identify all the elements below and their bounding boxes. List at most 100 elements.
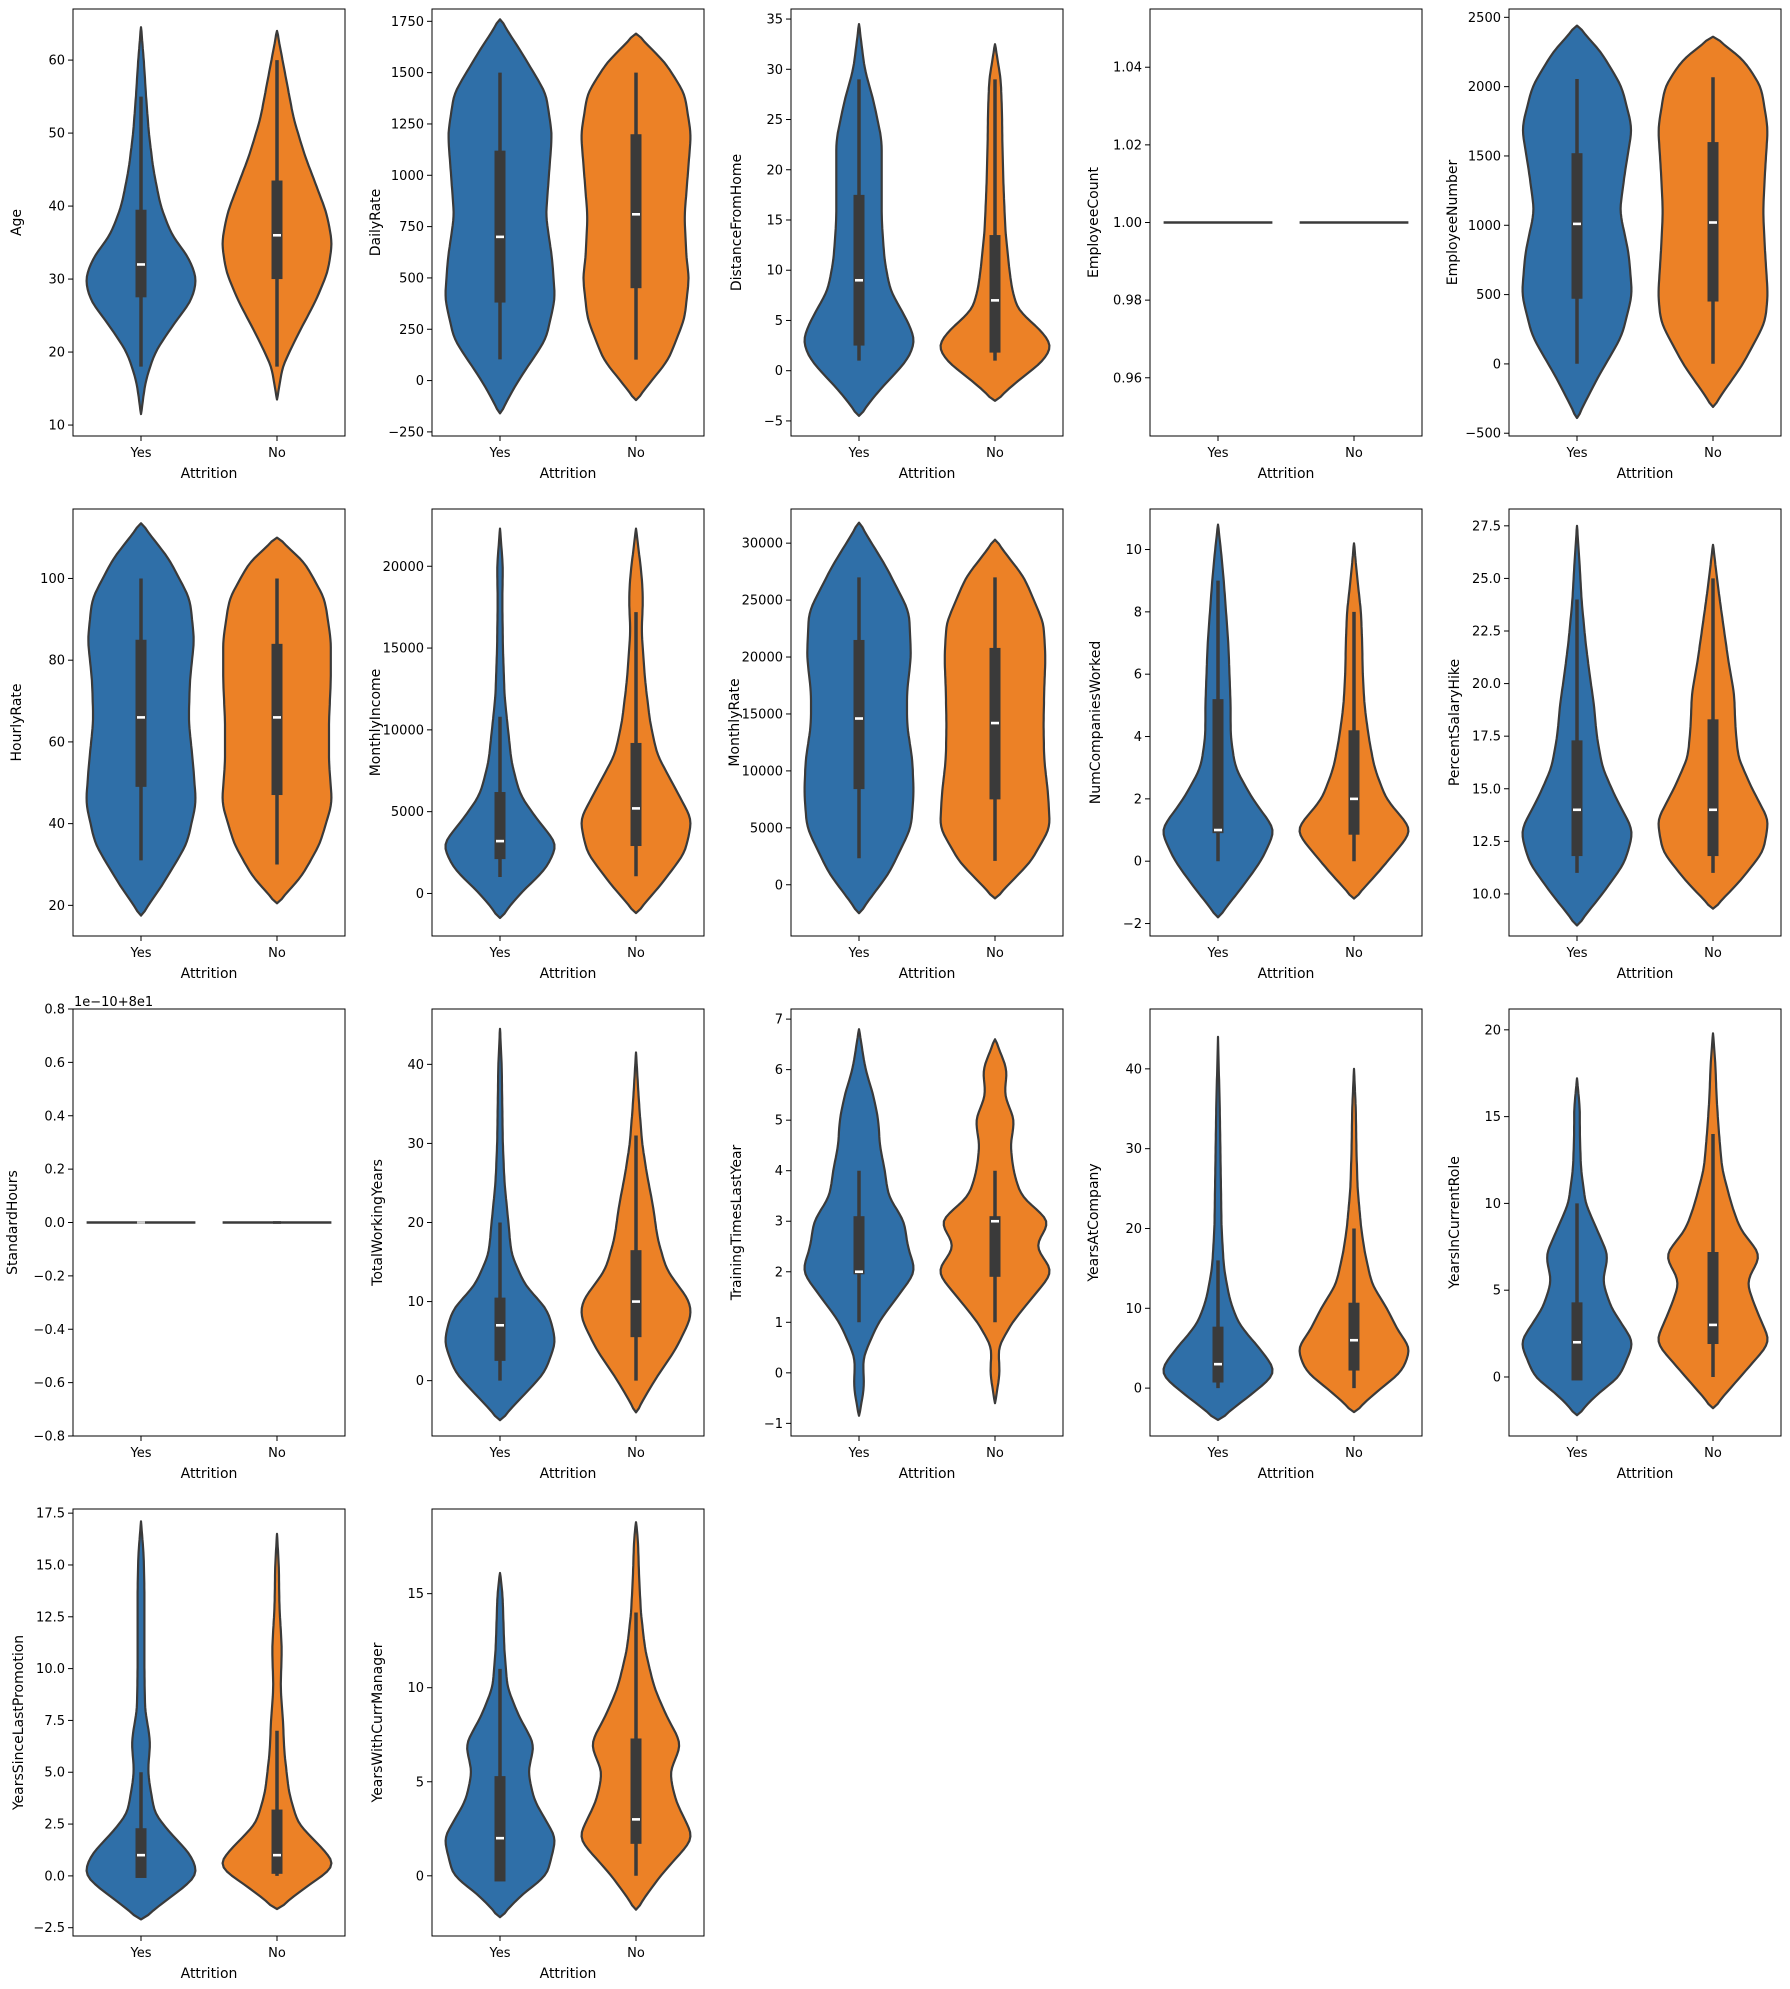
y-tick-label: 10 bbox=[1125, 1302, 1142, 1317]
iqr-box-Yes bbox=[853, 639, 865, 790]
subplot-MonthlyRate: 0 5000 10000 15000 20000 25000 30000 Yes No Attri… bbox=[727, 508, 1064, 982]
y-offset-label: 1e−10+8e1 bbox=[74, 995, 153, 1010]
y-tick-label: 2 bbox=[775, 1265, 783, 1280]
x-axis-label: Attrition bbox=[1617, 1466, 1674, 1482]
iqr-box-No bbox=[630, 742, 642, 847]
y-tick-label: −0.8 bbox=[33, 1430, 65, 1445]
axes-frame-NumCompaniesWorked bbox=[1149, 508, 1423, 937]
y-tick-label: 6 bbox=[775, 1063, 783, 1078]
y-tick-label: 1.04 bbox=[1113, 61, 1142, 76]
y-tick-label: 10000 bbox=[383, 723, 424, 738]
y-tick-label: 1500 bbox=[391, 66, 424, 81]
x-tick-label: Yes bbox=[1207, 446, 1229, 461]
y-tick-label: 60 bbox=[48, 735, 65, 750]
x-axis-label: Attrition bbox=[181, 1966, 238, 1982]
axes-frame-MonthlyRate bbox=[790, 508, 1064, 937]
y-tick-label: 12.5 bbox=[36, 1610, 65, 1625]
violin-MonthlyRate-Yes bbox=[803, 521, 915, 915]
x-tick-label: Yes bbox=[1207, 1446, 1229, 1461]
y-tick-label: 30 bbox=[407, 1137, 424, 1152]
y-tick-label: 100 bbox=[40, 572, 65, 587]
x-tick-label: No bbox=[627, 946, 645, 961]
y-tick-label: 1 bbox=[775, 1316, 783, 1331]
y-tick-label: −0.2 bbox=[33, 1269, 65, 1284]
iqr-box-No bbox=[630, 1738, 642, 1844]
y-tick-label: −250 bbox=[388, 425, 424, 440]
x-tick-label: Yes bbox=[1566, 1446, 1588, 1461]
subplot-TrainingTimesLastYear: −1 0 1 2 3 4 5 6 7 Yes No Attrition TrainingTimesLas… bbox=[729, 1008, 1064, 1482]
y-tick-label: −2.5 bbox=[33, 1921, 65, 1936]
x-tick-label: No bbox=[268, 946, 286, 961]
subplot-YearsSinceLastPromotion: −2.5 0.0 2.5 5.0 7.5 10.0 12.5 15.0 17.5 Yes No Att… bbox=[11, 1507, 346, 1982]
x-tick-label: Yes bbox=[130, 1946, 152, 1961]
y-tick-label: −5 bbox=[764, 414, 783, 429]
y-tick-label: 20 bbox=[407, 1216, 424, 1231]
x-tick-label: Yes bbox=[130, 1446, 152, 1461]
violin-YearsWithCurrManager-No bbox=[580, 1521, 692, 1911]
y-tick-label: 0 bbox=[416, 374, 424, 389]
x-tick-label: Yes bbox=[848, 946, 870, 961]
iqr-box-Yes bbox=[494, 792, 506, 860]
violin-DailyRate-No bbox=[580, 32, 692, 402]
y-tick-label: 1250 bbox=[391, 117, 424, 132]
y-tick-label: 0.4 bbox=[44, 1109, 65, 1124]
y-tick-label: 0 bbox=[775, 878, 783, 893]
x-tick-label: No bbox=[268, 446, 286, 461]
x-axis-label: Attrition bbox=[1258, 466, 1315, 482]
axes-frame-PercentSalaryHike bbox=[1508, 508, 1782, 937]
x-axis-label: Attrition bbox=[181, 966, 238, 982]
y-tick-label: −1 bbox=[764, 1417, 783, 1432]
y-tick-label: 0.98 bbox=[1113, 294, 1142, 309]
x-axis-label: Attrition bbox=[540, 466, 597, 482]
y-tick-label: 17.5 bbox=[1472, 730, 1501, 745]
axes-frame-MonthlyIncome bbox=[431, 508, 705, 937]
x-tick-label: No bbox=[1704, 1446, 1722, 1461]
x-tick-label: Yes bbox=[489, 1946, 511, 1961]
y-tick-label: 0 bbox=[1493, 1370, 1501, 1385]
y-tick-label: 20.0 bbox=[1472, 677, 1501, 692]
x-tick-label: No bbox=[627, 1446, 645, 1461]
y-tick-label: 12.5 bbox=[1472, 835, 1501, 850]
y-tick-label: 0.6 bbox=[44, 1056, 65, 1071]
subplot-YearsWithCurrManager: 0 5 10 15 Yes No Attrition YearsWithCurrManager bbox=[370, 1508, 705, 1982]
y-tick-label: 40 bbox=[407, 1058, 424, 1073]
iqr-box-No bbox=[989, 235, 1001, 353]
violin-PercentSalaryHike-Yes bbox=[1521, 524, 1633, 927]
subplot-DistanceFromHome: −5 0 5 10 15 20 25 30 35 Yes No Attrition DistanceFr… bbox=[729, 8, 1064, 482]
y-tick-label: 0 bbox=[1134, 1382, 1142, 1397]
x-tick-label: No bbox=[627, 446, 645, 461]
axes-frame-HourlyRate bbox=[72, 508, 346, 937]
y-tick-label: 1.02 bbox=[1113, 138, 1142, 153]
x-tick-label: No bbox=[627, 1946, 645, 1961]
violin-TotalWorkingYears-No bbox=[580, 1051, 692, 1414]
axes-frame-YearsAtCompany bbox=[1149, 1008, 1423, 1437]
y-axis-label: NumCompaniesWorked bbox=[1088, 641, 1104, 805]
subplot-MonthlyIncome: 0 5000 10000 15000 20000 Yes No Attrition Monthl… bbox=[368, 508, 705, 982]
y-axis-label: YearsSinceLastPromotion bbox=[11, 1635, 27, 1811]
iqr-box-Yes bbox=[135, 1828, 147, 1878]
violin-YearsWithCurrManager-Yes bbox=[444, 1571, 556, 1919]
axes-frame-YearsWithCurrManager bbox=[431, 1508, 705, 1937]
y-tick-label: 0 bbox=[775, 1366, 783, 1381]
x-tick-label: No bbox=[986, 1446, 1004, 1461]
violin-TrainingTimesLastYear-Yes bbox=[803, 1028, 915, 1417]
violin-YearsAtCompany-Yes bbox=[1162, 1035, 1274, 1422]
iqr-box-Yes bbox=[494, 1776, 506, 1882]
y-tick-label: 5 bbox=[1493, 1284, 1501, 1299]
y-tick-label: −500 bbox=[1465, 427, 1501, 442]
axes-frame-Age bbox=[72, 8, 346, 437]
y-tick-label: 2000 bbox=[1468, 80, 1501, 95]
y-tick-label: 15000 bbox=[742, 707, 783, 722]
y-tick-label: 20000 bbox=[742, 651, 783, 666]
y-tick-label: 2500 bbox=[1468, 11, 1501, 26]
y-axis-label: DistanceFromHome bbox=[729, 154, 745, 291]
y-tick-label: 10 bbox=[407, 1681, 424, 1696]
y-tick-label: 80 bbox=[48, 654, 65, 669]
violin-HourlyRate-No bbox=[221, 536, 333, 905]
x-tick-label: Yes bbox=[1207, 946, 1229, 961]
y-tick-label: 20 bbox=[48, 346, 65, 361]
violin-YearsSinceLastPromotion-No bbox=[221, 1532, 333, 1911]
y-tick-label: 10000 bbox=[742, 764, 783, 779]
y-axis-label: MonthlyIncome bbox=[368, 669, 384, 777]
